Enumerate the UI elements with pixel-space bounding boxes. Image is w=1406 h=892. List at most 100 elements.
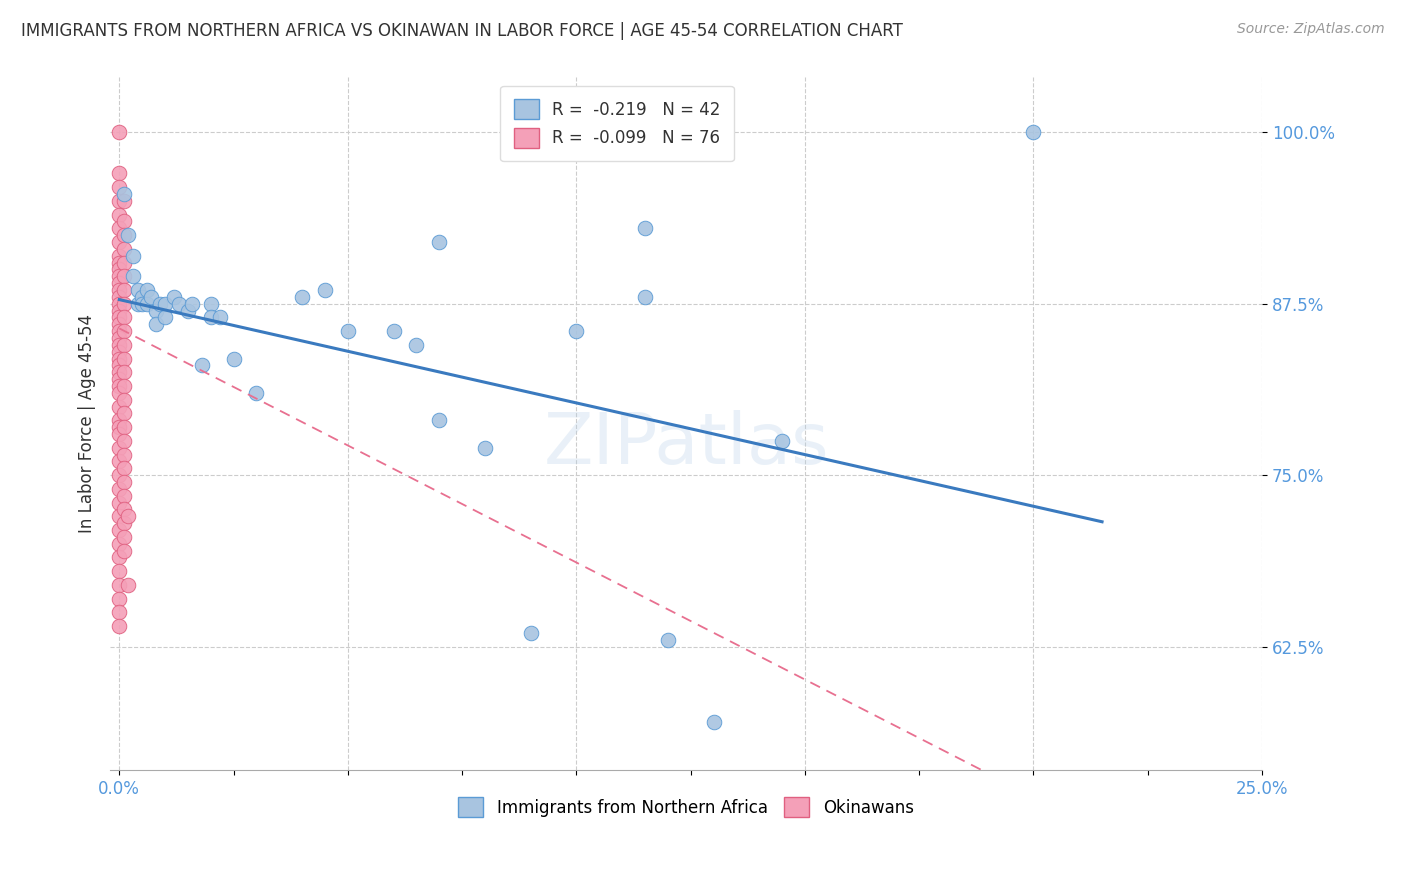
Point xyxy=(108,180,131,194)
Point xyxy=(108,208,131,222)
Point xyxy=(222,351,245,366)
Point xyxy=(112,269,135,284)
Point xyxy=(135,283,157,297)
Point xyxy=(108,338,131,352)
Point xyxy=(131,290,153,304)
Point xyxy=(108,255,131,269)
Point xyxy=(122,269,145,284)
Point xyxy=(112,214,135,228)
Point xyxy=(108,296,131,310)
Text: ZIPatlas: ZIPatlas xyxy=(543,410,830,479)
Point xyxy=(565,324,588,338)
Point xyxy=(127,296,149,310)
Point xyxy=(190,359,212,373)
Point xyxy=(1022,125,1045,139)
Point xyxy=(117,578,139,592)
Text: IMMIGRANTS FROM NORTHERN AFRICA VS OKINAWAN IN LABOR FORCE | AGE 45-54 CORRELATI: IMMIGRANTS FROM NORTHERN AFRICA VS OKINA… xyxy=(21,22,903,40)
Point xyxy=(131,296,153,310)
Point xyxy=(291,290,314,304)
Point xyxy=(336,324,359,338)
Point xyxy=(108,221,131,235)
Point xyxy=(181,296,204,310)
Point xyxy=(167,296,190,310)
Point xyxy=(149,296,172,310)
Point xyxy=(108,331,131,345)
Point xyxy=(108,283,131,297)
Point xyxy=(112,338,135,352)
Point xyxy=(108,372,131,386)
Point xyxy=(112,365,135,379)
Point xyxy=(108,509,131,524)
Point xyxy=(108,454,131,468)
Point xyxy=(108,318,131,332)
Point xyxy=(112,296,135,310)
Point xyxy=(108,379,131,393)
Point xyxy=(145,303,167,318)
Point xyxy=(245,385,267,400)
Point xyxy=(108,441,131,455)
Point xyxy=(112,351,135,366)
Point xyxy=(112,310,135,325)
Point xyxy=(634,221,657,235)
Point xyxy=(108,385,131,400)
Point xyxy=(108,262,131,277)
Point xyxy=(117,228,139,243)
Text: Source: ZipAtlas.com: Source: ZipAtlas.com xyxy=(1237,22,1385,37)
Point xyxy=(108,166,131,180)
Point xyxy=(108,249,131,263)
Point xyxy=(108,276,131,290)
Point xyxy=(112,324,135,338)
Point xyxy=(112,228,135,243)
Point xyxy=(405,338,427,352)
Point xyxy=(112,448,135,462)
Point xyxy=(108,351,131,366)
Point xyxy=(108,427,131,442)
Point xyxy=(108,578,131,592)
Point xyxy=(108,605,131,619)
Point xyxy=(382,324,405,338)
Point xyxy=(108,619,131,633)
Point xyxy=(122,249,145,263)
Point xyxy=(153,296,176,310)
Point xyxy=(112,489,135,503)
Point xyxy=(141,290,163,304)
Point xyxy=(112,516,135,530)
Point xyxy=(108,269,131,284)
Point xyxy=(519,625,541,640)
Point xyxy=(427,235,450,249)
Point xyxy=(108,413,131,427)
Point xyxy=(112,502,135,516)
Point xyxy=(108,550,131,565)
Point xyxy=(108,365,131,379)
Point xyxy=(112,242,135,256)
Point xyxy=(108,468,131,483)
Point xyxy=(108,310,131,325)
Point xyxy=(108,482,131,496)
Point xyxy=(108,344,131,359)
Point xyxy=(702,714,724,729)
Point xyxy=(634,290,657,304)
Point xyxy=(112,530,135,544)
Point xyxy=(108,523,131,537)
Point xyxy=(108,495,131,509)
Point xyxy=(112,475,135,489)
Point xyxy=(112,434,135,448)
Point xyxy=(108,324,131,338)
Point xyxy=(200,296,222,310)
Point xyxy=(474,441,496,455)
Point xyxy=(108,564,131,578)
Point xyxy=(145,318,167,332)
Point xyxy=(112,543,135,558)
Point xyxy=(153,310,176,325)
Point xyxy=(770,434,793,448)
Point xyxy=(112,194,135,208)
Point xyxy=(163,290,186,304)
Point xyxy=(200,310,222,325)
Point xyxy=(657,632,679,647)
Point xyxy=(112,392,135,407)
Point xyxy=(108,400,131,414)
Point xyxy=(112,379,135,393)
Point xyxy=(108,290,131,304)
Y-axis label: In Labor Force | Age 45-54: In Labor Force | Age 45-54 xyxy=(79,314,96,533)
Point xyxy=(208,310,231,325)
